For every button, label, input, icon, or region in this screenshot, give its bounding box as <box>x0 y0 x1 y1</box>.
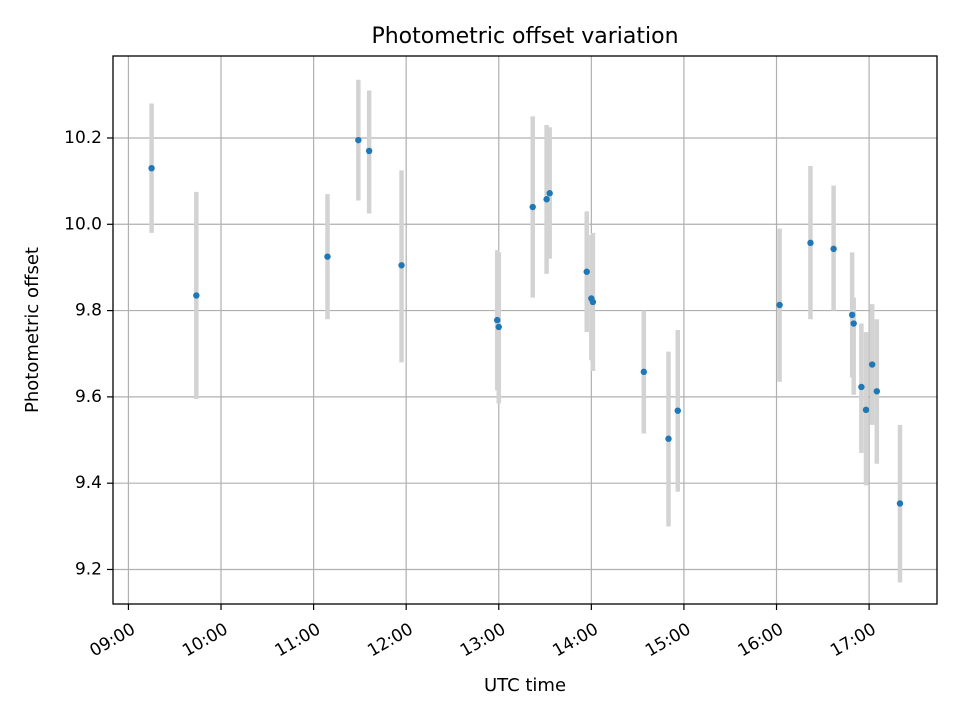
y-axis-ticks: 9.2 9.4 9.6 9.8 10.0 10.2 <box>64 128 113 579</box>
y-tick-label: 9.4 <box>75 473 102 493</box>
data-point <box>830 245 837 253</box>
data-point <box>495 323 502 331</box>
data-point <box>365 147 373 155</box>
data-point <box>398 262 405 269</box>
data-point <box>640 368 648 376</box>
x-axis-label: UTC time <box>484 675 566 696</box>
data-point <box>850 320 857 327</box>
data-point <box>324 253 331 260</box>
data-point <box>858 383 865 391</box>
data-point <box>355 136 362 144</box>
data-point <box>873 388 881 395</box>
y-tick-label: 9.6 <box>75 387 102 407</box>
data-point <box>848 311 856 319</box>
data-point <box>193 292 200 299</box>
data-point <box>807 239 814 247</box>
data-point <box>589 298 597 306</box>
data-points <box>148 136 904 507</box>
chart-title: Photometric offset variation <box>371 24 678 49</box>
data-point <box>546 190 553 197</box>
y-axis-label: Photometric offset <box>22 247 43 413</box>
data-point <box>868 361 876 368</box>
data-point <box>529 203 536 211</box>
y-tick-label: 9.8 <box>75 301 102 321</box>
data-point <box>896 500 904 507</box>
y-tick-label: 10.2 <box>64 128 102 148</box>
data-point <box>776 301 783 309</box>
data-point <box>665 435 672 442</box>
data-point <box>543 196 550 203</box>
plot-frame <box>112 55 938 605</box>
data-point <box>862 406 870 414</box>
data-point <box>674 407 681 414</box>
data-point <box>494 316 501 324</box>
data-point <box>148 164 155 172</box>
data-point <box>583 268 590 275</box>
y-tick-label: 10.0 <box>64 214 102 234</box>
y-tick-label: 9.2 <box>75 559 102 579</box>
